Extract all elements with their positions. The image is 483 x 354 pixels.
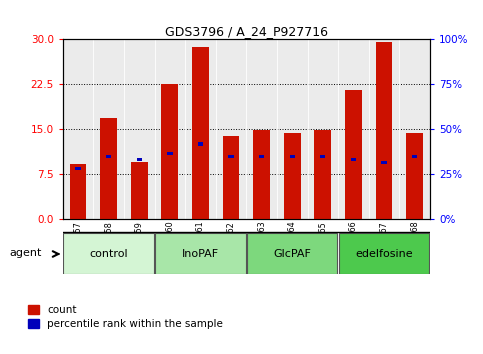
Bar	[100, 118, 117, 219]
Bar	[406, 133, 423, 219]
Bar	[167, 152, 172, 155]
Bar	[412, 155, 417, 158]
Text: edelfosine: edelfosine	[355, 249, 413, 259]
Text: agent: agent	[10, 248, 42, 258]
Bar	[228, 155, 234, 158]
Bar	[106, 155, 112, 158]
Text: InoPAF: InoPAF	[182, 249, 219, 259]
Text: control: control	[89, 249, 128, 259]
Text: GlcPAF: GlcPAF	[273, 249, 311, 259]
Bar	[253, 130, 270, 219]
Bar	[75, 167, 81, 170]
Bar	[63, 233, 154, 274]
Bar	[376, 42, 392, 219]
Bar	[381, 161, 387, 164]
Bar	[155, 233, 246, 274]
Bar	[198, 142, 203, 146]
Bar	[131, 162, 148, 219]
Bar	[70, 164, 86, 219]
Bar	[345, 90, 362, 219]
Bar	[284, 133, 300, 219]
Bar	[339, 233, 429, 274]
Bar	[289, 155, 295, 158]
Bar	[223, 136, 240, 219]
Legend: count, percentile rank within the sample: count, percentile rank within the sample	[24, 301, 227, 333]
Bar	[161, 84, 178, 219]
Bar	[314, 130, 331, 219]
Bar	[320, 155, 326, 158]
Bar	[259, 155, 264, 158]
Bar	[192, 47, 209, 219]
Title: GDS3796 / A_24_P927716: GDS3796 / A_24_P927716	[165, 25, 328, 38]
Bar	[247, 233, 338, 274]
Bar	[351, 158, 356, 161]
Bar	[137, 158, 142, 161]
